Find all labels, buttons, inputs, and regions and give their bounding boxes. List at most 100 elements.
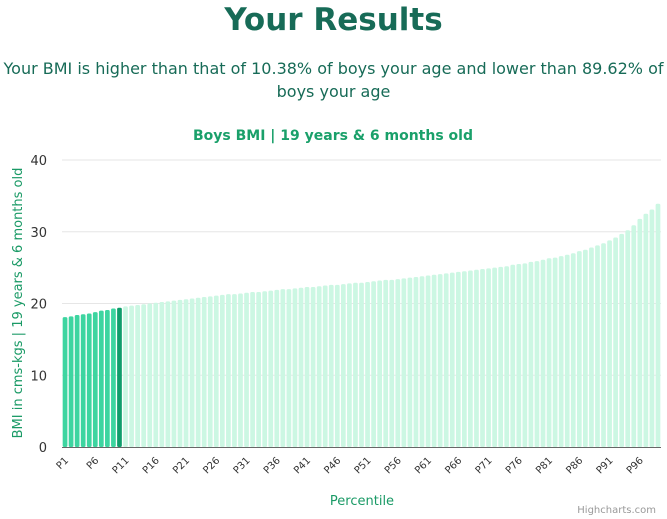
bar[interactable]: [117, 307, 122, 447]
bar[interactable]: [625, 230, 631, 447]
bar[interactable]: [207, 296, 213, 447]
bar[interactable]: [516, 264, 522, 447]
bar[interactable]: [589, 247, 594, 447]
credits-link[interactable]: Highcharts.com: [577, 505, 656, 516]
bar[interactable]: [310, 287, 316, 447]
bar[interactable]: [74, 314, 80, 447]
bar[interactable]: [201, 297, 207, 447]
bar[interactable]: [250, 292, 255, 447]
bar[interactable]: [292, 288, 298, 447]
bar[interactable]: [637, 218, 643, 447]
bar[interactable]: [171, 300, 177, 447]
bar[interactable]: [570, 253, 576, 447]
bar[interactable]: [486, 268, 491, 447]
bar[interactable]: [504, 266, 510, 447]
bar[interactable]: [546, 258, 552, 447]
bar[interactable]: [262, 291, 268, 447]
bar[interactable]: [111, 308, 116, 447]
bar[interactable]: [522, 263, 528, 447]
bar[interactable]: [92, 312, 98, 447]
bar[interactable]: [183, 299, 189, 447]
bar[interactable]: [322, 285, 328, 447]
bar[interactable]: [353, 282, 358, 447]
bar[interactable]: [268, 290, 274, 447]
bar[interactable]: [643, 213, 649, 447]
bar[interactable]: [564, 254, 570, 447]
bar[interactable]: [135, 304, 140, 447]
bar[interactable]: [498, 266, 504, 447]
bar[interactable]: [232, 294, 237, 447]
bar[interactable]: [340, 284, 346, 447]
bar[interactable]: [455, 271, 461, 447]
bar[interactable]: [431, 274, 437, 447]
bar[interactable]: [286, 289, 292, 447]
bar[interactable]: [613, 237, 618, 447]
bar[interactable]: [419, 276, 425, 447]
bar[interactable]: [462, 271, 467, 447]
bar[interactable]: [631, 225, 637, 447]
bar[interactable]: [123, 306, 128, 447]
bar[interactable]: [528, 261, 534, 447]
bar[interactable]: [328, 284, 334, 447]
bar[interactable]: [256, 292, 261, 447]
bar[interactable]: [395, 279, 401, 447]
bar[interactable]: [389, 279, 395, 447]
bar[interactable]: [68, 316, 74, 447]
bar[interactable]: [62, 317, 68, 447]
bar[interactable]: [141, 304, 147, 447]
bar[interactable]: [425, 275, 431, 447]
bar[interactable]: [129, 305, 134, 447]
bar[interactable]: [468, 270, 473, 448]
bar[interactable]: [492, 267, 497, 448]
bar[interactable]: [304, 287, 310, 447]
bar[interactable]: [147, 303, 153, 448]
bar[interactable]: [583, 249, 588, 447]
bar[interactable]: [80, 314, 86, 447]
bar[interactable]: [153, 302, 159, 447]
bar[interactable]: [655, 203, 661, 447]
bar[interactable]: [226, 294, 231, 447]
bar[interactable]: [474, 269, 479, 447]
bar[interactable]: [401, 278, 407, 447]
bar[interactable]: [595, 245, 600, 447]
bar[interactable]: [177, 299, 183, 447]
bar[interactable]: [195, 297, 201, 447]
bar[interactable]: [437, 274, 443, 447]
bar[interactable]: [359, 282, 364, 447]
bar[interactable]: [607, 240, 612, 447]
bar[interactable]: [480, 269, 485, 447]
bar[interactable]: [334, 284, 340, 447]
bar[interactable]: [540, 259, 546, 447]
bar[interactable]: [371, 281, 376, 447]
bar[interactable]: [189, 298, 195, 447]
bar[interactable]: [159, 302, 165, 447]
bar[interactable]: [213, 295, 219, 447]
bar[interactable]: [244, 292, 249, 447]
bar[interactable]: [443, 273, 449, 447]
bar[interactable]: [298, 287, 304, 447]
bar[interactable]: [316, 286, 322, 447]
bar[interactable]: [649, 209, 655, 447]
bar[interactable]: [576, 251, 582, 447]
bar[interactable]: [534, 261, 540, 447]
bar[interactable]: [449, 272, 455, 447]
bar[interactable]: [558, 256, 564, 447]
bar[interactable]: [274, 289, 280, 447]
bar[interactable]: [377, 280, 383, 447]
bar[interactable]: [165, 301, 171, 447]
bar[interactable]: [86, 313, 92, 447]
bar[interactable]: [280, 289, 286, 447]
bar[interactable]: [383, 279, 389, 447]
bar[interactable]: [219, 294, 225, 447]
bar[interactable]: [552, 257, 558, 447]
bar[interactable]: [98, 310, 104, 447]
bar[interactable]: [365, 281, 370, 447]
bar[interactable]: [619, 233, 625, 447]
bar[interactable]: [105, 309, 110, 447]
bar[interactable]: [407, 277, 413, 447]
bar[interactable]: [413, 276, 419, 447]
bar[interactable]: [238, 293, 243, 447]
bar[interactable]: [601, 243, 606, 447]
bar[interactable]: [510, 264, 516, 447]
bar[interactable]: [347, 283, 352, 447]
